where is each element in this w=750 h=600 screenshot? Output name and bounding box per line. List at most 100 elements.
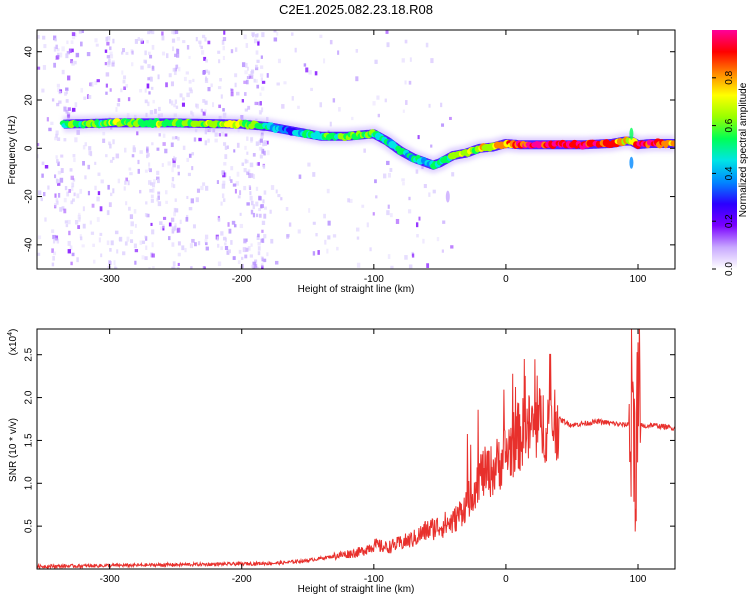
noise-blob bbox=[157, 195, 160, 200]
snr-y-tick-label: 1.5 bbox=[24, 433, 35, 447]
noise-blob bbox=[174, 225, 177, 231]
noise-blob bbox=[288, 222, 292, 227]
noise-blob bbox=[185, 216, 189, 222]
snr-y-tick-label: 0.5 bbox=[24, 519, 35, 533]
noise-blob bbox=[108, 141, 111, 146]
noise-blob bbox=[156, 147, 160, 151]
noise-blob bbox=[54, 203, 57, 208]
noise-blob bbox=[44, 217, 47, 222]
noise-blob bbox=[185, 71, 189, 75]
noise-blob bbox=[239, 223, 244, 229]
noise-blob bbox=[233, 224, 237, 228]
noise-blob bbox=[241, 263, 244, 269]
noise-blob bbox=[201, 50, 205, 55]
noise-blob bbox=[123, 75, 127, 80]
noise-blob bbox=[239, 190, 242, 196]
noise-blob bbox=[374, 59, 378, 64]
noise-blob bbox=[50, 121, 54, 125]
noise-blob bbox=[46, 117, 49, 122]
noise-blob bbox=[266, 150, 270, 156]
noise-blob bbox=[149, 168, 152, 173]
noise-blob bbox=[148, 51, 151, 55]
noise-blob bbox=[80, 87, 84, 93]
noise-blob bbox=[237, 195, 241, 199]
noise-blob bbox=[52, 238, 56, 244]
noise-blob bbox=[140, 65, 144, 70]
noise-blob bbox=[158, 133, 161, 137]
noise-blob bbox=[273, 30, 277, 33]
noise-blob bbox=[244, 145, 247, 150]
noise-blob bbox=[404, 80, 407, 85]
noise-blob bbox=[165, 82, 168, 88]
noise-blob bbox=[122, 251, 126, 256]
noise-blob bbox=[79, 234, 82, 238]
noise-blob bbox=[258, 110, 262, 115]
noise-blob bbox=[112, 38, 115, 44]
noise-blob bbox=[276, 82, 280, 86]
noise-blob bbox=[376, 95, 380, 100]
noise-blob bbox=[151, 142, 154, 146]
noise-blob bbox=[249, 162, 254, 168]
noise-blob bbox=[175, 136, 178, 140]
noise-blob bbox=[254, 259, 258, 263]
noise-blob bbox=[246, 151, 249, 155]
noise-blob bbox=[170, 266, 174, 269]
noise-blob bbox=[355, 49, 359, 53]
noise-blob bbox=[37, 252, 41, 256]
noise-blob bbox=[266, 140, 269, 145]
snr-x-axis-label: Height of straight line (km) bbox=[298, 584, 415, 595]
noise-blob bbox=[56, 200, 59, 205]
noise-blob bbox=[144, 60, 147, 64]
noise-blob bbox=[87, 164, 91, 170]
noise-blob bbox=[87, 190, 91, 196]
noise-blob bbox=[170, 81, 174, 87]
noise-blob bbox=[151, 229, 155, 235]
noise-blob bbox=[67, 219, 71, 225]
noise-blob bbox=[162, 216, 167, 220]
noise-blob bbox=[258, 196, 262, 201]
noise-blob bbox=[234, 82, 237, 88]
noise-blob bbox=[303, 63, 307, 67]
noise-blob bbox=[224, 245, 229, 251]
noise-blob bbox=[76, 257, 79, 263]
noise-blob bbox=[114, 230, 119, 235]
noise-blob bbox=[181, 245, 185, 251]
noise-blob bbox=[192, 224, 196, 229]
noise-blob bbox=[70, 261, 73, 266]
noise-blob bbox=[57, 52, 60, 57]
noise-blob bbox=[82, 223, 86, 229]
noise-blob bbox=[356, 236, 360, 240]
noise-blob bbox=[426, 263, 430, 268]
noise-blob bbox=[356, 227, 360, 232]
noise-blob bbox=[221, 39, 225, 45]
noise-blob bbox=[205, 246, 209, 251]
noise-blob bbox=[263, 213, 267, 219]
noise-blob bbox=[190, 266, 193, 269]
noise-blob bbox=[174, 198, 177, 202]
noise-blob bbox=[173, 207, 177, 212]
noise-blob bbox=[57, 170, 62, 175]
noise-blob bbox=[123, 186, 126, 191]
noise-blob bbox=[156, 170, 160, 175]
noise-blob bbox=[54, 235, 57, 240]
noise-blob bbox=[57, 192, 61, 198]
noise-blob bbox=[160, 226, 163, 231]
noise-blob bbox=[112, 188, 115, 194]
noise-blob bbox=[78, 216, 81, 222]
noise-blob bbox=[197, 241, 201, 246]
noise-blob bbox=[71, 48, 74, 53]
noise-blob bbox=[55, 155, 58, 159]
noise-blob bbox=[70, 200, 74, 205]
noise-blob bbox=[105, 36, 109, 42]
noise-blob bbox=[107, 210, 110, 215]
noise-blob bbox=[404, 39, 408, 44]
noise-blob bbox=[63, 106, 67, 112]
noise-blob bbox=[205, 185, 209, 191]
noise-blob bbox=[77, 225, 81, 229]
noise-blob bbox=[171, 38, 176, 43]
noise-blob bbox=[115, 107, 118, 112]
noise-blob bbox=[177, 165, 180, 169]
noise-blob bbox=[207, 86, 211, 92]
noise-blob bbox=[174, 208, 179, 213]
